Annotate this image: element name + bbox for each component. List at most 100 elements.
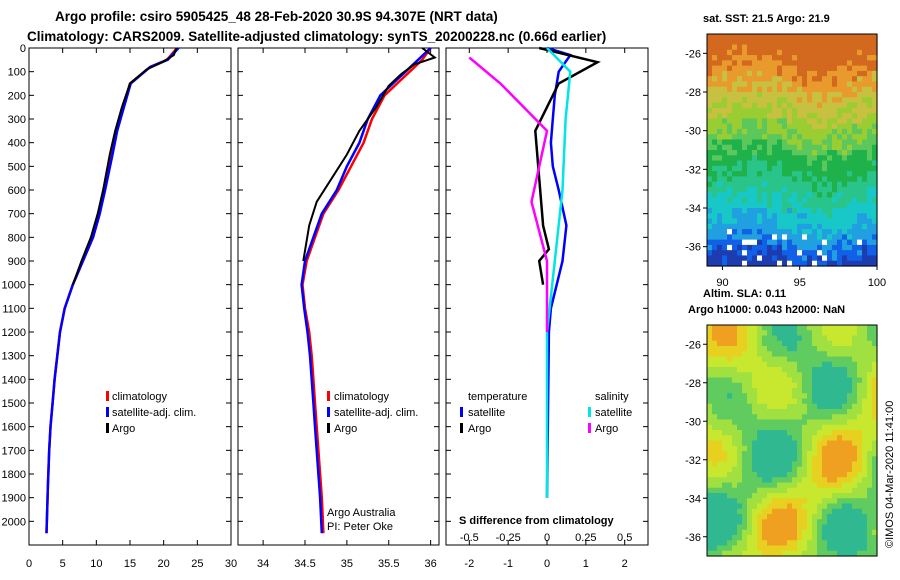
map-cell: [827, 65, 833, 72]
map-cell: [762, 430, 768, 436]
map-cell: [852, 213, 858, 220]
map-cell: [727, 65, 733, 72]
map-y-tick-label: -34: [685, 493, 701, 505]
map-cell: [862, 424, 868, 431]
map-cell: [872, 234, 878, 241]
map-cell: [842, 223, 848, 230]
map-cell: [762, 335, 768, 342]
map-cell: [727, 260, 733, 267]
map-cell: [747, 346, 753, 352]
map-cell: [802, 477, 808, 484]
map-cell: [862, 356, 868, 363]
map-cell: [707, 223, 713, 230]
map-cell: [707, 81, 713, 88]
map-cell: [867, 165, 873, 172]
map-cell: [732, 472, 738, 478]
map-cell: [752, 34, 758, 40]
map-cell: [732, 92, 738, 98]
map-cell: [847, 482, 853, 489]
x-tick-label: 20: [158, 558, 170, 570]
map-cell: [782, 76, 788, 83]
map-cell: [727, 123, 733, 130]
map-cell: [722, 340, 728, 347]
map-cell: [842, 393, 848, 400]
map-cell: [862, 107, 868, 114]
map-cell: [802, 472, 808, 478]
map-cell: [732, 409, 738, 415]
map-cell: [747, 545, 753, 552]
map-cell: [747, 335, 753, 342]
map-cell: [742, 487, 748, 494]
map-cell: [872, 197, 878, 204]
map-cell: [707, 134, 713, 141]
map-cell: [722, 461, 728, 468]
map-cell: [727, 493, 733, 499]
map-cell: [792, 388, 798, 394]
map-cell: [727, 356, 733, 363]
map-cell: [712, 519, 718, 526]
map-cell: [857, 192, 863, 199]
map-cell: [847, 49, 853, 56]
map-cell: [792, 419, 798, 426]
map-cell: [747, 34, 753, 40]
map-cell: [857, 540, 863, 547]
map-cell: [867, 260, 873, 267]
map-cell: [827, 97, 833, 104]
map-cell: [852, 351, 858, 358]
map-cell: [712, 160, 718, 167]
map-cell: [777, 524, 783, 531]
map-cell: [812, 123, 818, 130]
map-cell: [867, 540, 873, 547]
map-cell: [742, 181, 748, 188]
map-cell: [722, 155, 728, 162]
y-tick-label: 700: [8, 209, 26, 221]
map-cell: [782, 255, 788, 262]
map-cell: [837, 160, 843, 167]
map-cell: [792, 529, 798, 536]
map-cell: [872, 424, 878, 431]
map-cell: [727, 382, 733, 389]
map-cell: [857, 356, 863, 363]
map-cell: [867, 508, 873, 515]
map-cell: [717, 244, 723, 251]
map-cell: [772, 155, 778, 162]
map-cell: [822, 351, 828, 358]
map-cell: [852, 181, 858, 188]
map-cell: [772, 165, 778, 172]
map-y-tick-label: -26: [685, 339, 701, 351]
map-cell: [762, 493, 768, 499]
map-cell: [712, 367, 718, 373]
map-cell: [707, 466, 713, 473]
map-cell: [767, 150, 773, 156]
map-cell: [747, 234, 753, 241]
map-cell: [712, 529, 718, 536]
map-y-tick-label: -32: [685, 455, 701, 467]
map-cell: [807, 335, 813, 342]
map-cell: [772, 367, 778, 373]
map-cell: [797, 514, 803, 520]
map-cell: [742, 388, 748, 394]
map-cell: [747, 356, 753, 363]
map-cell: [732, 123, 738, 130]
map-cell: [822, 213, 828, 220]
map-cell: [767, 192, 773, 199]
map-cell: [797, 435, 803, 442]
difference-panel: -2 -1 0 1 2-0.5 -0.25 0 0.25 0.5: [445, 46, 649, 570]
map-cell: [787, 372, 793, 379]
map-cell: [787, 440, 793, 447]
map-cell: [802, 44, 808, 51]
map-cell: [842, 430, 848, 436]
map-cell: [752, 440, 758, 447]
map-cell: [827, 234, 833, 241]
map-x-tick-label: 100: [868, 277, 886, 289]
map-cell: [737, 97, 743, 104]
map-cell: [862, 440, 868, 447]
map-cell: [757, 92, 763, 98]
map-cell: [792, 550, 798, 557]
map-cell: [837, 250, 843, 257]
map-cell: [842, 150, 848, 156]
map-cell: [822, 456, 828, 463]
map-cell: [752, 361, 758, 368]
map-cell: [827, 134, 833, 141]
map-cell: [822, 472, 828, 478]
